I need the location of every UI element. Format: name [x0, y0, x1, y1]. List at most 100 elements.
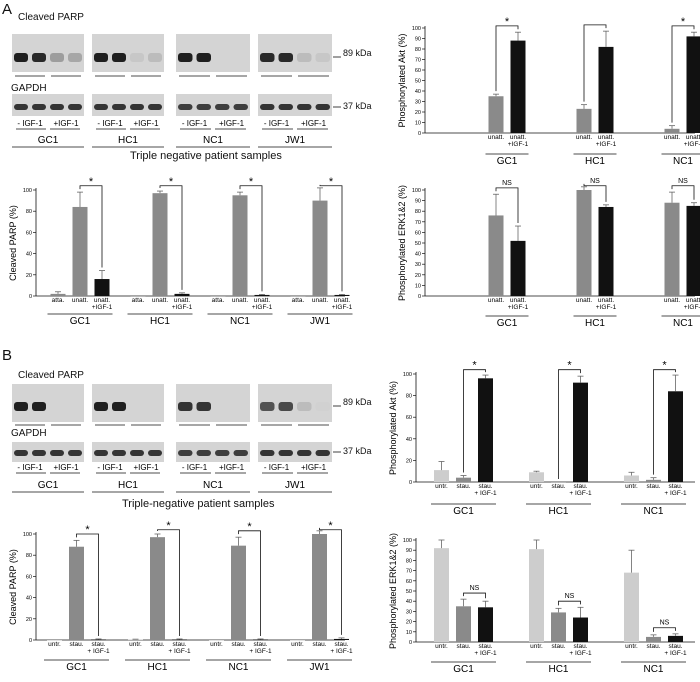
bar — [664, 128, 680, 133]
bar — [510, 40, 526, 133]
blot-a-gapdh-band — [297, 104, 312, 110]
blot-b-parp-band — [112, 402, 126, 411]
x-tick-label: unatt. — [174, 297, 190, 304]
blot-a-gapdh-kda: 37 kDa — [343, 101, 372, 111]
bar — [551, 612, 566, 642]
group-name: GC1 — [453, 664, 474, 675]
y-tick-label: 0 — [418, 131, 421, 137]
bar — [488, 215, 504, 296]
y-tick-label: 20 — [26, 273, 32, 279]
x-tick-label: stau. — [150, 641, 164, 648]
blot-b-gapdh-band — [315, 450, 330, 456]
x-tick-label: +IGF-1 — [596, 141, 617, 148]
group-name: GC1 — [66, 662, 87, 673]
blot-b-gapdh-band — [148, 450, 162, 456]
bar — [478, 378, 493, 482]
y-axis-label: Phosphorylated Akt (%) — [388, 381, 398, 475]
blot-b-parp-band — [32, 402, 46, 411]
x-tick-label: stau. — [91, 641, 105, 648]
y-tick-label: 50 — [415, 241, 421, 247]
blot-a-gapdh-band — [196, 104, 211, 110]
blot-a-parp-band — [14, 53, 28, 62]
group-name: HC1 — [585, 156, 605, 167]
bar — [172, 639, 187, 641]
bar — [47, 640, 62, 641]
blot-a-gapdh-band — [178, 104, 193, 110]
blot-a-parp-kda: 89 kDa — [343, 48, 372, 58]
significance-bracket — [495, 187, 519, 224]
blot-sample-name: NC1 — [203, 135, 223, 146]
significance-bracket — [238, 530, 261, 636]
group-name: NC1 — [643, 506, 663, 517]
x-tick-label: +IGF-1 — [508, 141, 529, 148]
blot-b-parp-band — [278, 402, 293, 411]
x-tick-label: unatt. — [576, 297, 592, 304]
y-tick-label: 30 — [406, 609, 412, 615]
significance-label: * — [472, 360, 477, 372]
blot-a-gapdh-band — [260, 104, 275, 110]
x-tick-label: stau. — [668, 483, 682, 490]
y-tick-label: 90 — [415, 199, 421, 205]
bar — [290, 296, 306, 297]
significance-label: * — [328, 520, 333, 532]
x-tick-label: untr. — [291, 641, 304, 648]
significance-label: NS — [565, 593, 575, 600]
blot-b-gapdh-band — [50, 450, 64, 456]
blot-a-gapdh-band — [148, 104, 162, 110]
significance-bracket — [76, 533, 99, 636]
x-tick-label: unatt. — [576, 134, 592, 141]
significance-bracket — [79, 185, 103, 268]
blot-a-parp-band — [68, 53, 82, 62]
blot-b-gapdh-band — [112, 450, 126, 456]
x-tick-label: atta. — [212, 297, 225, 304]
bar — [576, 190, 592, 296]
y-tick-label: 10 — [406, 630, 412, 636]
x-tick-label: stau. — [253, 641, 267, 648]
x-tick-label: stau. — [312, 641, 326, 648]
x-tick-label: atta. — [292, 297, 305, 304]
blot-lane-label: - IGF-1 — [97, 463, 123, 472]
group-name: GC1 — [497, 156, 518, 167]
bar — [69, 546, 84, 640]
blot-b-gapdh-band — [233, 450, 248, 456]
blot-b-gapdh-band — [215, 450, 230, 456]
y-tick-label: 20 — [415, 273, 421, 279]
blot-lane-label: - IGF-1 — [182, 463, 208, 472]
bar — [334, 638, 349, 640]
chart-b_erk: 0 10 20 30 40 50 60 70 80 90 100 Phosphorylated ERK… — [388, 533, 695, 675]
blot-b-gapdh-membrane — [258, 442, 332, 462]
x-tick-label: unatt. — [334, 297, 350, 304]
y-tick-label: 0 — [29, 294, 32, 300]
x-tick-label: +IGF-1 — [684, 141, 700, 148]
blot-b-parp-band — [315, 402, 330, 411]
x-tick-label: unatt. — [488, 134, 504, 141]
bar — [668, 391, 683, 482]
blot-a-parp-band — [315, 53, 330, 62]
y-tick-label: 80 — [26, 209, 32, 215]
x-tick-label: stau. — [551, 483, 565, 490]
blot-lane-label: +IGF-1 — [133, 119, 159, 128]
group-name: NC1 — [643, 664, 663, 675]
blot-a-parp-band — [260, 53, 275, 62]
x-tick-label: untr. — [625, 483, 638, 490]
x-tick-label: + IGF-1 — [168, 648, 191, 655]
x-tick-label: +IGF-1 — [172, 304, 193, 311]
bar — [254, 294, 270, 296]
blot-b-parp-band — [14, 402, 28, 411]
significance-bracket — [671, 25, 695, 123]
blot-lane-label: - IGF-1 — [97, 119, 123, 128]
blot-b-gapdh-band — [260, 450, 275, 456]
significance-label: * — [85, 524, 90, 536]
y-tick-label: 50 — [415, 79, 421, 85]
group-name: HC1 — [548, 506, 568, 517]
x-tick-label: stau. — [573, 483, 587, 490]
bar — [664, 202, 680, 296]
panel-label-a: A — [2, 1, 12, 18]
blot-lane-label: +IGF-1 — [219, 463, 245, 472]
y-tick-label: 20 — [415, 110, 421, 116]
significance-label: * — [662, 360, 667, 372]
bar — [253, 639, 268, 641]
x-tick-label: unatt. — [510, 134, 526, 141]
bar — [94, 279, 110, 296]
significance-bracket — [157, 529, 180, 636]
